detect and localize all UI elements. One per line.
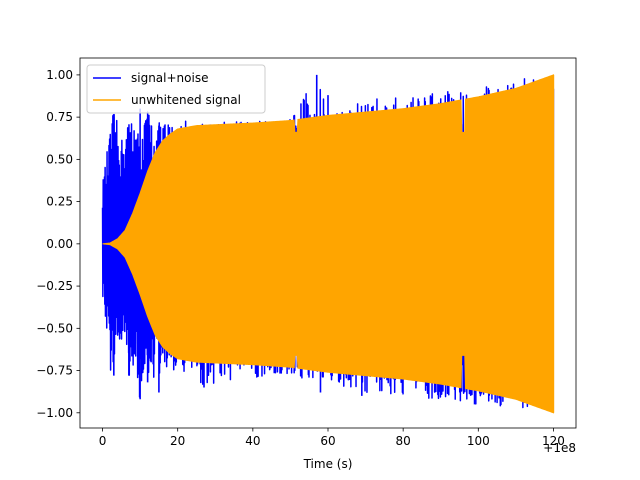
x-offset-label: +1e8 <box>543 441 576 455</box>
y-tick-label: 0.50 <box>46 152 73 166</box>
axes: 0 20 40 60 80 100 120 −1.00 −0.75 −0.50 −0.25 0.00 0… <box>36 57 577 448</box>
plot-area <box>101 74 555 414</box>
y-tick-label: −0.75 <box>36 364 73 378</box>
legend-box <box>86 64 266 114</box>
x-tick-label: 80 <box>396 434 411 448</box>
legend-label: unwhitened signal <box>131 93 241 107</box>
x-tick-label: 100 <box>467 434 490 448</box>
y-tick-label: −1.00 <box>36 406 73 420</box>
y-tick-label: 0.25 <box>46 195 73 209</box>
y-tick-label: 0.75 <box>46 110 73 124</box>
x-tick-label: 40 <box>245 434 260 448</box>
y-tick-label: −0.25 <box>36 279 73 293</box>
x-tick-label: 20 <box>170 434 185 448</box>
x-tick-label: 0 <box>99 434 107 448</box>
y-tick-label: −0.50 <box>36 321 73 335</box>
legend-label: signal+noise <box>131 71 208 85</box>
legend: signal+noise unwhitened signal <box>86 64 266 114</box>
y-tick-label: 0.00 <box>46 237 73 251</box>
x-tick-label: 60 <box>320 434 335 448</box>
x-axis-label: Time (s) <box>303 457 353 471</box>
x-tick-label: 120 <box>542 434 565 448</box>
y-tick-label: 1.00 <box>46 68 73 82</box>
